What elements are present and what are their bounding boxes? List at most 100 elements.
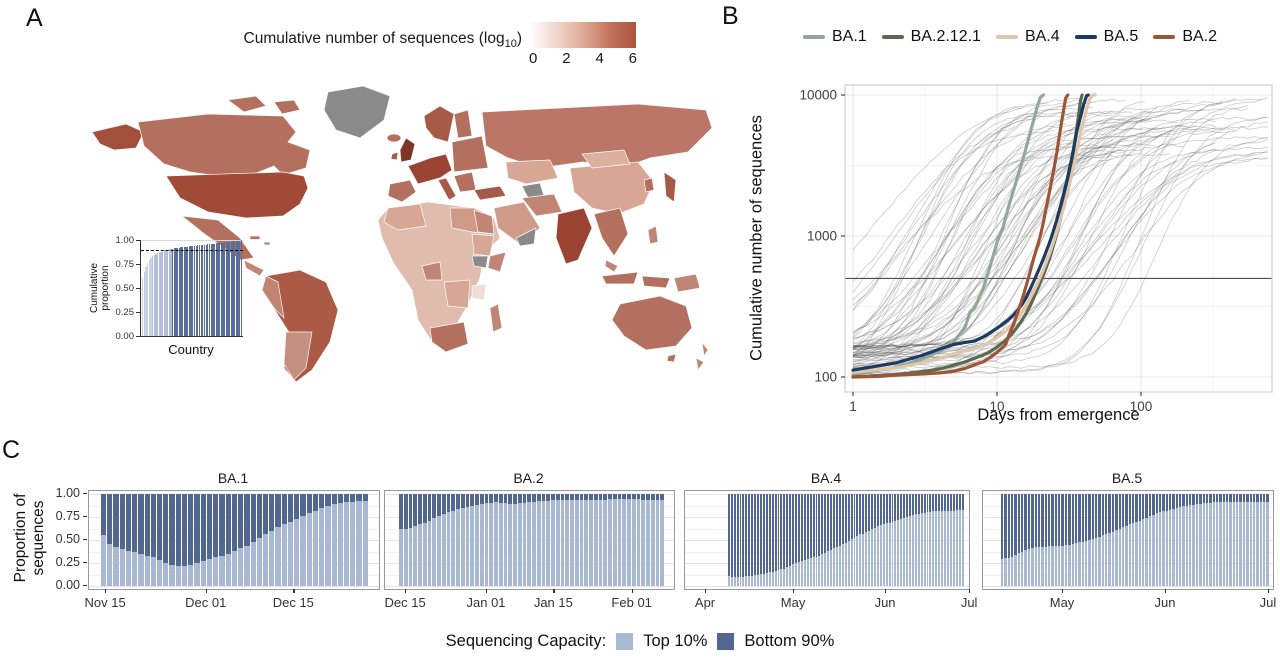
top10-segment xyxy=(947,510,949,586)
stacked-bar xyxy=(498,494,503,586)
bottom90-segment xyxy=(1105,494,1108,535)
facet-gridline xyxy=(685,563,969,564)
stacked-bar xyxy=(460,494,465,586)
legend-label: BA.4 xyxy=(1024,28,1060,45)
top10-segment xyxy=(441,514,446,586)
bottom90-segment xyxy=(1165,494,1168,511)
stacked-bar xyxy=(650,494,655,586)
bottom90-segment xyxy=(1004,494,1007,559)
background-curve xyxy=(852,137,1268,348)
top10-segment xyxy=(1252,502,1256,586)
panel-c-y-axis-label-line1: Proportion of xyxy=(12,493,30,583)
map-region-new-zealand-south xyxy=(695,357,705,371)
bottom90-segment xyxy=(730,494,733,577)
bottom90-segment xyxy=(408,494,413,529)
inset-bars xyxy=(142,240,242,336)
top10-segment xyxy=(897,519,900,586)
facet-title-ba-2: BA.2 xyxy=(513,470,544,486)
top10-segment xyxy=(527,502,532,586)
stacked-bar xyxy=(903,494,906,586)
stacked-bar xyxy=(598,494,603,586)
background-curve xyxy=(852,111,1080,357)
bottom90-segment xyxy=(1162,494,1165,512)
top10-segment xyxy=(929,512,932,586)
inset-bar xyxy=(173,248,176,336)
background-curve xyxy=(852,135,1171,357)
top10-segment xyxy=(1226,502,1229,586)
background-curve xyxy=(852,107,1158,352)
stacked-bar xyxy=(1007,494,1011,586)
bottom90-segment xyxy=(1239,494,1242,503)
map-region-argentina xyxy=(283,331,313,381)
bottom90-segment xyxy=(1081,494,1084,542)
bottom90-segment xyxy=(1145,494,1148,518)
stacked-bar xyxy=(911,494,914,586)
top10-segment xyxy=(570,500,574,586)
stacked-bar xyxy=(418,494,422,586)
facet-x-tick-mark xyxy=(105,589,107,593)
map-region-india xyxy=(555,207,593,265)
stacked-bar xyxy=(306,494,312,586)
top10-segment xyxy=(783,568,786,586)
stacked-bar xyxy=(1162,494,1165,586)
top10-segment xyxy=(269,530,275,586)
inset-bar xyxy=(187,246,189,336)
top10-segment xyxy=(1219,502,1222,586)
top10-segment xyxy=(894,520,897,586)
background-curve xyxy=(852,154,1132,369)
map-region-ethiopia xyxy=(487,251,507,273)
background-curve xyxy=(852,149,1126,342)
top10-segment xyxy=(331,504,337,586)
top10-segment xyxy=(603,499,608,586)
stacked-bar xyxy=(513,494,517,586)
bottom90-segment xyxy=(809,494,812,559)
top10-segment xyxy=(800,561,803,586)
top10-segment xyxy=(941,510,944,586)
stacked-bar xyxy=(909,494,911,586)
top10-segment xyxy=(650,499,655,586)
bottom90-segment xyxy=(163,494,169,563)
stacked-bar xyxy=(479,494,484,586)
inset-y-tick-mark xyxy=(136,312,140,314)
top10-segment xyxy=(456,508,460,586)
bottom90-segment xyxy=(733,494,736,577)
top10-segment xyxy=(200,561,206,586)
facet-x-tick-label: Dec 15 xyxy=(384,595,426,610)
top10-segment xyxy=(1101,535,1105,586)
bottom90-segment xyxy=(949,494,952,511)
map-region-southeast-asia xyxy=(593,207,629,257)
variant-curves xyxy=(851,93,1097,379)
stacked-bar xyxy=(219,494,225,586)
facet-x-tick-mark xyxy=(205,589,207,593)
top10-segment xyxy=(812,557,815,586)
bottom90-segment xyxy=(1232,494,1236,503)
stacked-bar xyxy=(1209,494,1212,586)
top10-segment xyxy=(287,521,294,586)
facet-panel-ba-2 xyxy=(384,490,675,590)
top10-segment xyxy=(508,504,513,586)
top10-segment xyxy=(774,571,777,586)
top10-segment xyxy=(437,516,441,586)
facet-gridline xyxy=(685,505,969,507)
top10-segment xyxy=(513,504,517,586)
stacked-bar xyxy=(113,494,119,586)
bottom90-segment xyxy=(451,494,456,511)
top10-segment xyxy=(733,576,736,586)
stacked-bar xyxy=(900,494,903,586)
bottom90-segment xyxy=(579,494,584,500)
map-region-arctic-islands-2 xyxy=(273,99,301,115)
stacked-bar xyxy=(1084,494,1088,586)
inset-bar xyxy=(183,247,186,336)
top10-segment xyxy=(745,575,748,586)
top10-segment xyxy=(413,526,418,586)
bottom90-segment xyxy=(470,494,475,506)
stacked-bar xyxy=(1105,494,1108,586)
top10-segment xyxy=(627,498,631,586)
inset-bar xyxy=(230,241,232,336)
bottom90-segment xyxy=(517,494,522,504)
top10-segment xyxy=(503,503,508,586)
bottom90-segment xyxy=(132,494,138,552)
top10-segment xyxy=(1031,548,1034,586)
bottom90-segment xyxy=(337,494,344,504)
stacked-bar xyxy=(641,494,646,586)
